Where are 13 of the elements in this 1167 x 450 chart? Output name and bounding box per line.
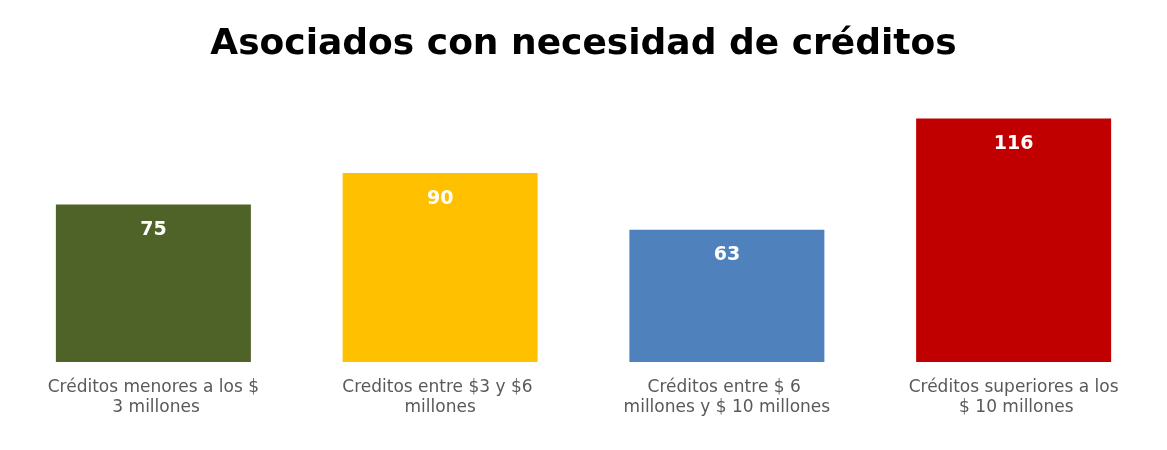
data-label: 90 (426, 185, 454, 208)
data-label: 63 (713, 242, 741, 265)
data-label: 116 (993, 130, 1034, 153)
bar (629, 229, 825, 362)
x-tick-label: Créditos entre $ 6 millones y $ 10 millones (623, 376, 831, 416)
chart-title: Asociados con necesidad de créditos (210, 20, 957, 62)
bar (342, 173, 538, 362)
x-tick-label: Creditos entre $3 y $6 millones (342, 376, 538, 416)
data-label: 75 (140, 217, 167, 239)
x-tick-label: Créditos menores a los $ 3 millones (47, 376, 260, 416)
bar (55, 204, 251, 362)
x-tick-label: Créditos superiores a los $ 10 millones (908, 376, 1119, 416)
bar (916, 118, 1112, 362)
